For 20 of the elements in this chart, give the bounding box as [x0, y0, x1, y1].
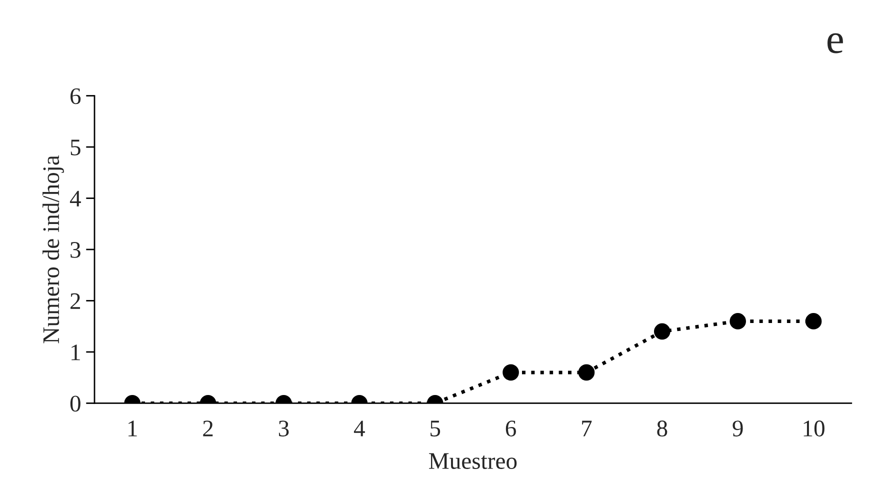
x-tick-label: 8: [657, 420, 668, 436]
y-tick-label: 4: [70, 190, 81, 206]
y-axis-title: Numero de ind/hoja: [42, 155, 64, 344]
x-tick-label: 7: [582, 420, 592, 436]
x-tick-label: 9: [732, 420, 743, 436]
y-tick-label: 1: [72, 344, 80, 360]
x-tick-label: 3: [278, 420, 289, 436]
y-tick-label: 6: [70, 88, 81, 104]
x-tick-label: 4: [354, 420, 365, 436]
y-tick-label: 5: [70, 140, 80, 156]
x-tick-label: 10: [804, 420, 824, 436]
y-tick-label: 0: [70, 396, 80, 412]
x-tick-label: 5: [430, 420, 440, 436]
y-tick-label: 3: [70, 242, 80, 258]
chart-title: e: [828, 33, 843, 54]
x-tick-label: 2: [203, 420, 213, 436]
x-tick-label: 6: [506, 420, 516, 436]
x-axis-title: Muestreo: [429, 453, 517, 470]
x-tick-label: 1: [128, 420, 137, 436]
y-tick-label: 2: [70, 293, 80, 309]
